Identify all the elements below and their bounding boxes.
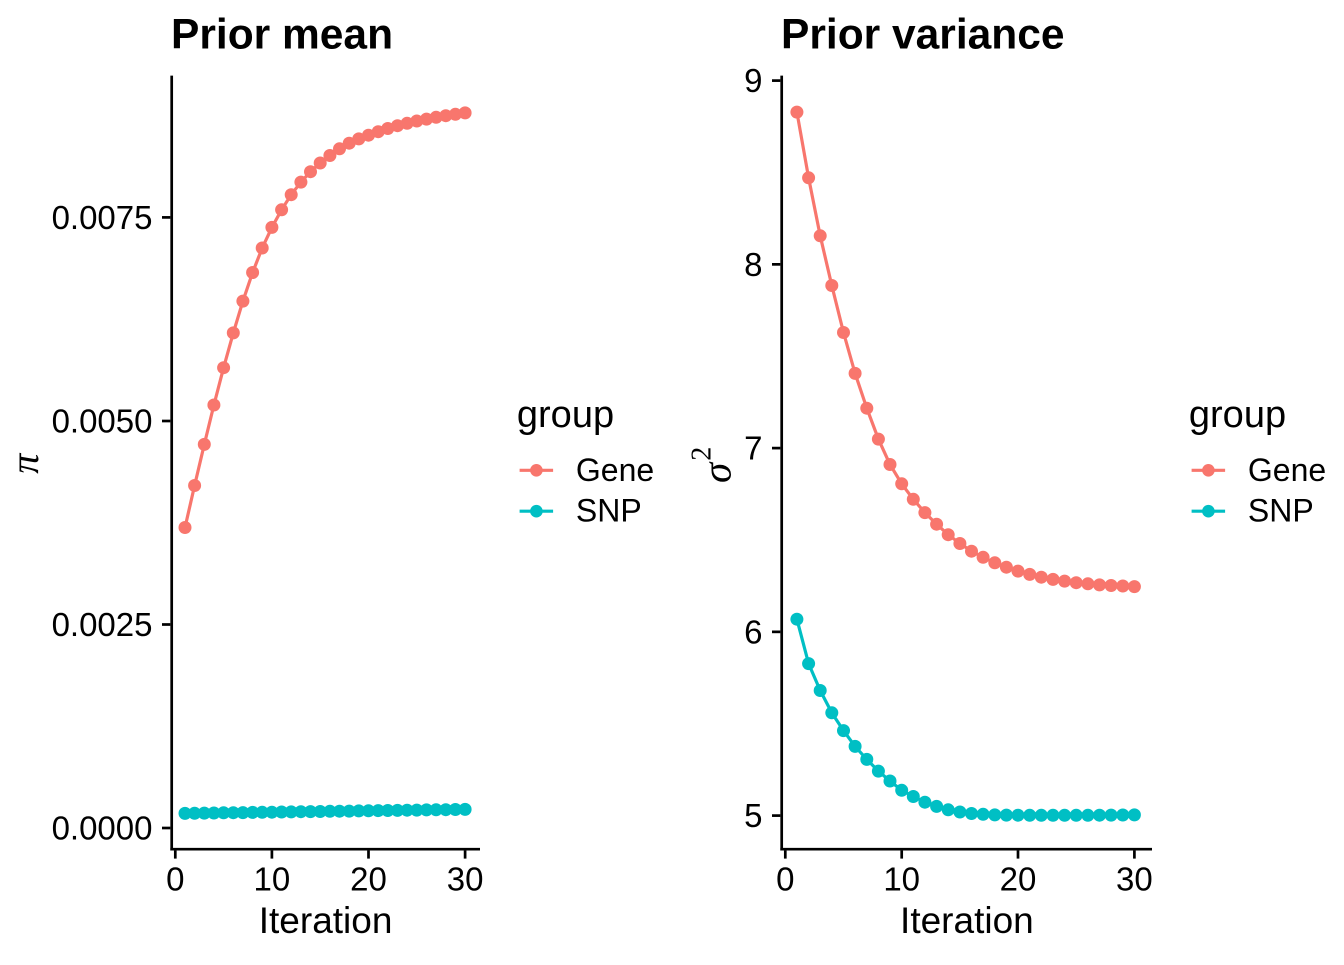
- svg-text:30: 30: [447, 860, 484, 897]
- svg-text:π: π: [2, 453, 47, 474]
- svg-text:30: 30: [1116, 860, 1153, 897]
- svg-text:SNP: SNP: [576, 493, 642, 529]
- svg-text:10: 10: [254, 860, 291, 897]
- svg-text:Gene: Gene: [576, 452, 654, 488]
- svg-text:9: 9: [744, 62, 762, 99]
- svg-text:Iteration: Iteration: [259, 900, 393, 941]
- svg-text:SNP: SNP: [1248, 493, 1314, 529]
- svg-text:σ2: σ2: [687, 447, 740, 483]
- svg-text:10: 10: [883, 860, 920, 897]
- svg-text:8: 8: [744, 246, 762, 283]
- svg-text:group: group: [517, 394, 614, 436]
- svg-text:20: 20: [1000, 860, 1037, 897]
- svg-text:Prior mean: Prior mean: [171, 12, 393, 59]
- svg-text:20: 20: [350, 860, 387, 897]
- svg-text:group: group: [1189, 394, 1286, 436]
- svg-text:0.0075: 0.0075: [52, 199, 153, 236]
- svg-text:0.0000: 0.0000: [52, 810, 153, 847]
- svg-text:Gene: Gene: [1248, 452, 1326, 488]
- svg-text:0.0025: 0.0025: [52, 606, 153, 643]
- svg-text:0.0050: 0.0050: [52, 403, 153, 440]
- svg-text:0: 0: [166, 860, 184, 897]
- svg-text:5: 5: [744, 797, 762, 834]
- svg-text:0: 0: [776, 860, 794, 897]
- svg-text:6: 6: [744, 613, 762, 650]
- svg-text:Prior variance: Prior variance: [781, 12, 1065, 59]
- svg-text:Iteration: Iteration: [900, 900, 1034, 941]
- svg-text:7: 7: [744, 430, 762, 467]
